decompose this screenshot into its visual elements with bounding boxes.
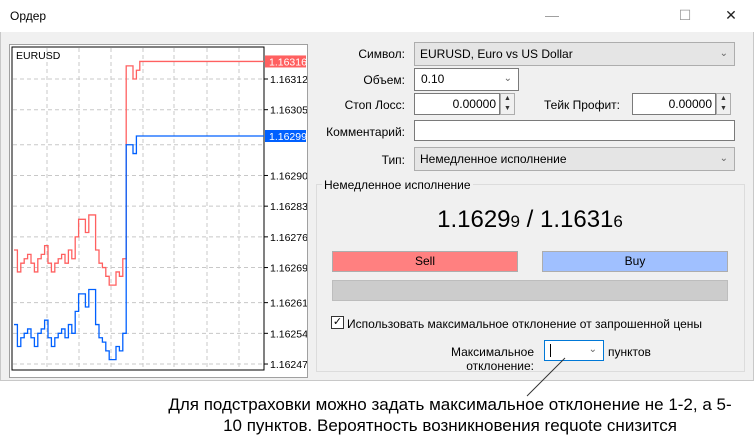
sell-button[interactable]: Sell: [332, 251, 518, 272]
window-title: Ордер: [10, 9, 47, 23]
max-deviation-label: Максимальное отклонение:: [450, 345, 534, 373]
comment-label: Комментарий:: [326, 125, 405, 139]
y-tick-label: 1.16269: [270, 263, 307, 275]
text-cursor: [550, 344, 551, 357]
tick-chart-svg: EURUSD 1.16312 1.16305 1.16290 1.16283 1.162…: [11, 46, 308, 371]
chart-symbol: EURUSD: [16, 50, 61, 62]
y-tick-label: 1.16247: [270, 359, 307, 371]
y-tick-label: 1.16312: [270, 74, 307, 86]
bid-price-label: 1.16299: [269, 131, 307, 143]
close-button[interactable]: ✕: [725, 7, 737, 23]
bid-price: 1.1629: [437, 206, 511, 233]
buy-button[interactable]: Buy: [542, 251, 728, 272]
stop-loss-label: Стоп Лосс:: [344, 98, 405, 112]
stop-loss-spinner[interactable]: ▲ ▼: [500, 93, 515, 115]
ask-price-tag: [265, 55, 306, 68]
ask-price: 1.1631: [540, 206, 614, 233]
bid-last-digit: 9: [510, 212, 520, 231]
take-profit-input[interactable]: 0.00000: [632, 93, 716, 115]
volume-value: 0.10: [421, 72, 445, 86]
chevron-down-icon: ⌄: [588, 344, 597, 355]
stop-loss-input[interactable]: 0.00000: [414, 93, 500, 115]
chevron-down-icon: ⌄: [503, 73, 512, 84]
y-tick-label: 1.16254: [270, 328, 307, 340]
annotation-line-1: Для подстраховки можно задать максимальн…: [168, 395, 732, 414]
y-tick-label: 1.16276: [270, 232, 307, 244]
use-deviation-label: Использовать максимальное отклонение от …: [347, 317, 702, 331]
max-deviation-combobox[interactable]: ⌄: [544, 340, 604, 361]
execution-group-label: Немедленное исполнение: [322, 178, 473, 192]
use-deviation-checkbox[interactable]: ✓: [331, 316, 344, 329]
symbol-value: EURUSD, Euro vs US Dollar: [420, 47, 573, 61]
ask-last-digit: 6: [613, 212, 623, 231]
y-tick-label: 1.16305: [270, 105, 307, 117]
order-type-value: Немедленное исполнение: [420, 152, 567, 166]
chevron-down-icon: ⌄: [719, 153, 728, 164]
y-tick-label: 1.16290: [270, 170, 307, 182]
symbol-label: Символ:: [358, 47, 405, 61]
take-profit-spinner[interactable]: ▲ ▼: [716, 93, 731, 115]
y-tick-label: 1.16283: [270, 201, 307, 213]
annotation-line-2: 10 пунктов. Вероятность возникновения re…: [223, 416, 677, 435]
comment-input[interactable]: [414, 120, 735, 141]
volume-label: Объем:: [363, 73, 405, 87]
ask-price-label: 1.16316: [269, 56, 307, 68]
chevron-down-icon: ⌄: [719, 48, 728, 59]
symbol-select[interactable]: EURUSD, Euro vs US Dollar ⌄: [414, 42, 735, 66]
y-tick-label: 1.16261: [270, 298, 307, 310]
ask-line: [14, 60, 264, 286]
bid-line: [14, 135, 264, 361]
volume-combobox[interactable]: 0.10 ⌄: [414, 68, 519, 91]
bid-price-tag: [265, 130, 306, 143]
price-separator: /: [519, 206, 540, 233]
progress-bar: [332, 280, 728, 301]
points-label: пунктов: [608, 345, 651, 359]
title-bar: Ордер — ☐ ✕: [0, 0, 754, 32]
minimize-button[interactable]: —: [545, 7, 559, 23]
type-label: Тип:: [381, 153, 405, 167]
maximize-button[interactable]: ☐: [678, 7, 692, 23]
take-profit-label: Тейк Профит:: [544, 98, 620, 112]
annotation-text: Для подстраховки можно задать максимальн…: [100, 394, 754, 436]
order-type-select[interactable]: Немедленное исполнение ⌄: [414, 147, 735, 171]
price-quote: 1.16299 / 1.16316: [316, 206, 744, 234]
tick-chart: EURUSD 1.16312 1.16305 1.16290 1.16283 1.162…: [9, 44, 308, 378]
